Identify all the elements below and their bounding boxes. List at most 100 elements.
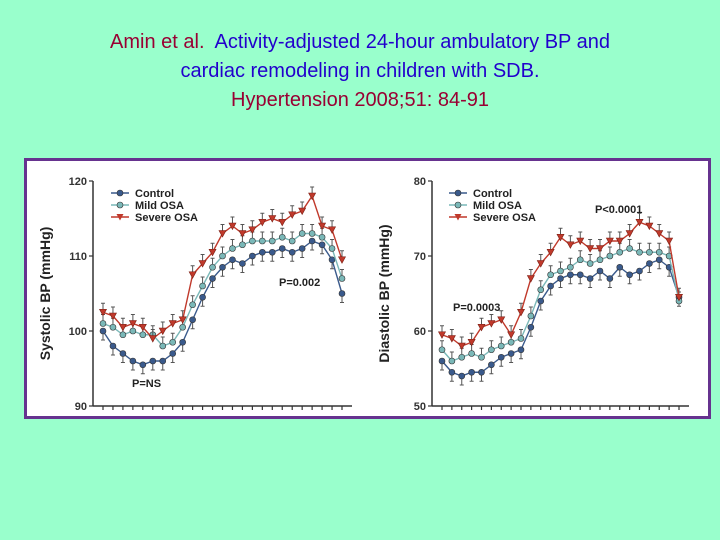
data-point [98, 308, 108, 317]
series-control [438, 256, 683, 386]
data-point [288, 248, 296, 256]
data-point [318, 233, 326, 241]
data-point [229, 245, 236, 252]
data-point [109, 323, 117, 331]
data-point [595, 245, 605, 253]
data-point [468, 350, 475, 357]
data-point [258, 218, 267, 227]
figure-frame: 90 100 110 120 Systolic BP (mmHg) Control Mild… [24, 158, 711, 419]
data-point [586, 245, 595, 253]
data-point [338, 275, 346, 282]
y-tick-label: 100 [69, 326, 87, 338]
y-tick-label: 70 [414, 251, 426, 263]
data-point [159, 357, 167, 365]
data-point [606, 252, 614, 260]
series-control [99, 237, 346, 375]
data-point [586, 260, 594, 267]
data-point [99, 320, 107, 327]
data-point [458, 353, 466, 361]
p-value-annotation: P=NS [132, 378, 161, 390]
data-point [536, 260, 545, 268]
data-point [259, 248, 266, 256]
data-point [635, 218, 644, 227]
data-point [674, 293, 684, 302]
legend-marker [116, 201, 124, 209]
y-tick-label: 50 [414, 401, 426, 413]
data-point [219, 263, 226, 271]
data-point [318, 241, 326, 249]
data-point [517, 335, 525, 342]
title-journal: Hypertension 2008;51: 84-91 [231, 89, 489, 111]
title-article-start: Activity-adjusted 24-hour ambulatory BP … [214, 31, 610, 53]
data-point [129, 357, 137, 365]
data-point [616, 248, 624, 256]
data-point [556, 233, 565, 242]
data-point [268, 215, 277, 223]
data-point [109, 342, 117, 350]
data-point [308, 192, 317, 201]
data-point [288, 211, 297, 219]
data-point [318, 222, 327, 231]
data-point [268, 248, 276, 256]
data-point [567, 263, 574, 271]
data-point [645, 222, 654, 231]
data-point [178, 316, 187, 324]
data-point [468, 368, 475, 376]
data-point [517, 346, 525, 354]
data-point [576, 237, 585, 246]
data-point [169, 350, 177, 357]
data-point [527, 312, 535, 320]
data-point [626, 271, 633, 279]
data-point [596, 256, 604, 264]
data-point [239, 241, 246, 249]
data-point [557, 275, 564, 282]
data-point [139, 331, 147, 339]
data-point [179, 338, 186, 346]
data-point [108, 312, 117, 321]
data-point [168, 320, 177, 328]
data-point [259, 237, 266, 245]
y-tick-label: 90 [75, 401, 87, 413]
y-axis-title: Diastolic BP (mmHg) [376, 224, 392, 362]
data-point [268, 237, 276, 245]
y-axis-title: Systolic BP (mmHg) [37, 227, 53, 361]
p-value-annotation: P=0.002 [279, 277, 320, 289]
data-point [99, 327, 107, 335]
data-point [438, 357, 446, 365]
data-point [606, 275, 614, 282]
y-tick-label: 120 [69, 176, 87, 188]
data-point [278, 233, 286, 241]
title-line-2: cardiac remodeling in children with SDB. [180, 60, 540, 82]
data-point [328, 245, 336, 252]
data-point [605, 237, 614, 246]
data-point [497, 342, 505, 350]
data-point [199, 293, 206, 301]
data-point [516, 308, 526, 317]
data-point [537, 286, 545, 294]
data-point [119, 331, 127, 339]
data-point [248, 226, 257, 234]
data-point [646, 260, 653, 267]
data-point [625, 230, 634, 238]
data-point [646, 248, 653, 256]
title-author: Amin et al. [110, 31, 205, 53]
data-point [139, 361, 147, 369]
data-point [239, 260, 246, 267]
data-point [249, 252, 256, 260]
data-point [148, 335, 157, 343]
legend-entry: Mild OSA [135, 200, 184, 212]
data-point [198, 260, 207, 268]
data-point [278, 245, 286, 252]
data-point [128, 320, 137, 328]
data-point [576, 256, 584, 264]
data-point [586, 275, 594, 282]
data-point [328, 226, 337, 234]
data-point [308, 237, 316, 245]
data-point [189, 316, 196, 324]
data-point [158, 327, 167, 336]
data-point [488, 361, 495, 369]
data-point [497, 316, 506, 324]
legend-marker [116, 189, 124, 197]
